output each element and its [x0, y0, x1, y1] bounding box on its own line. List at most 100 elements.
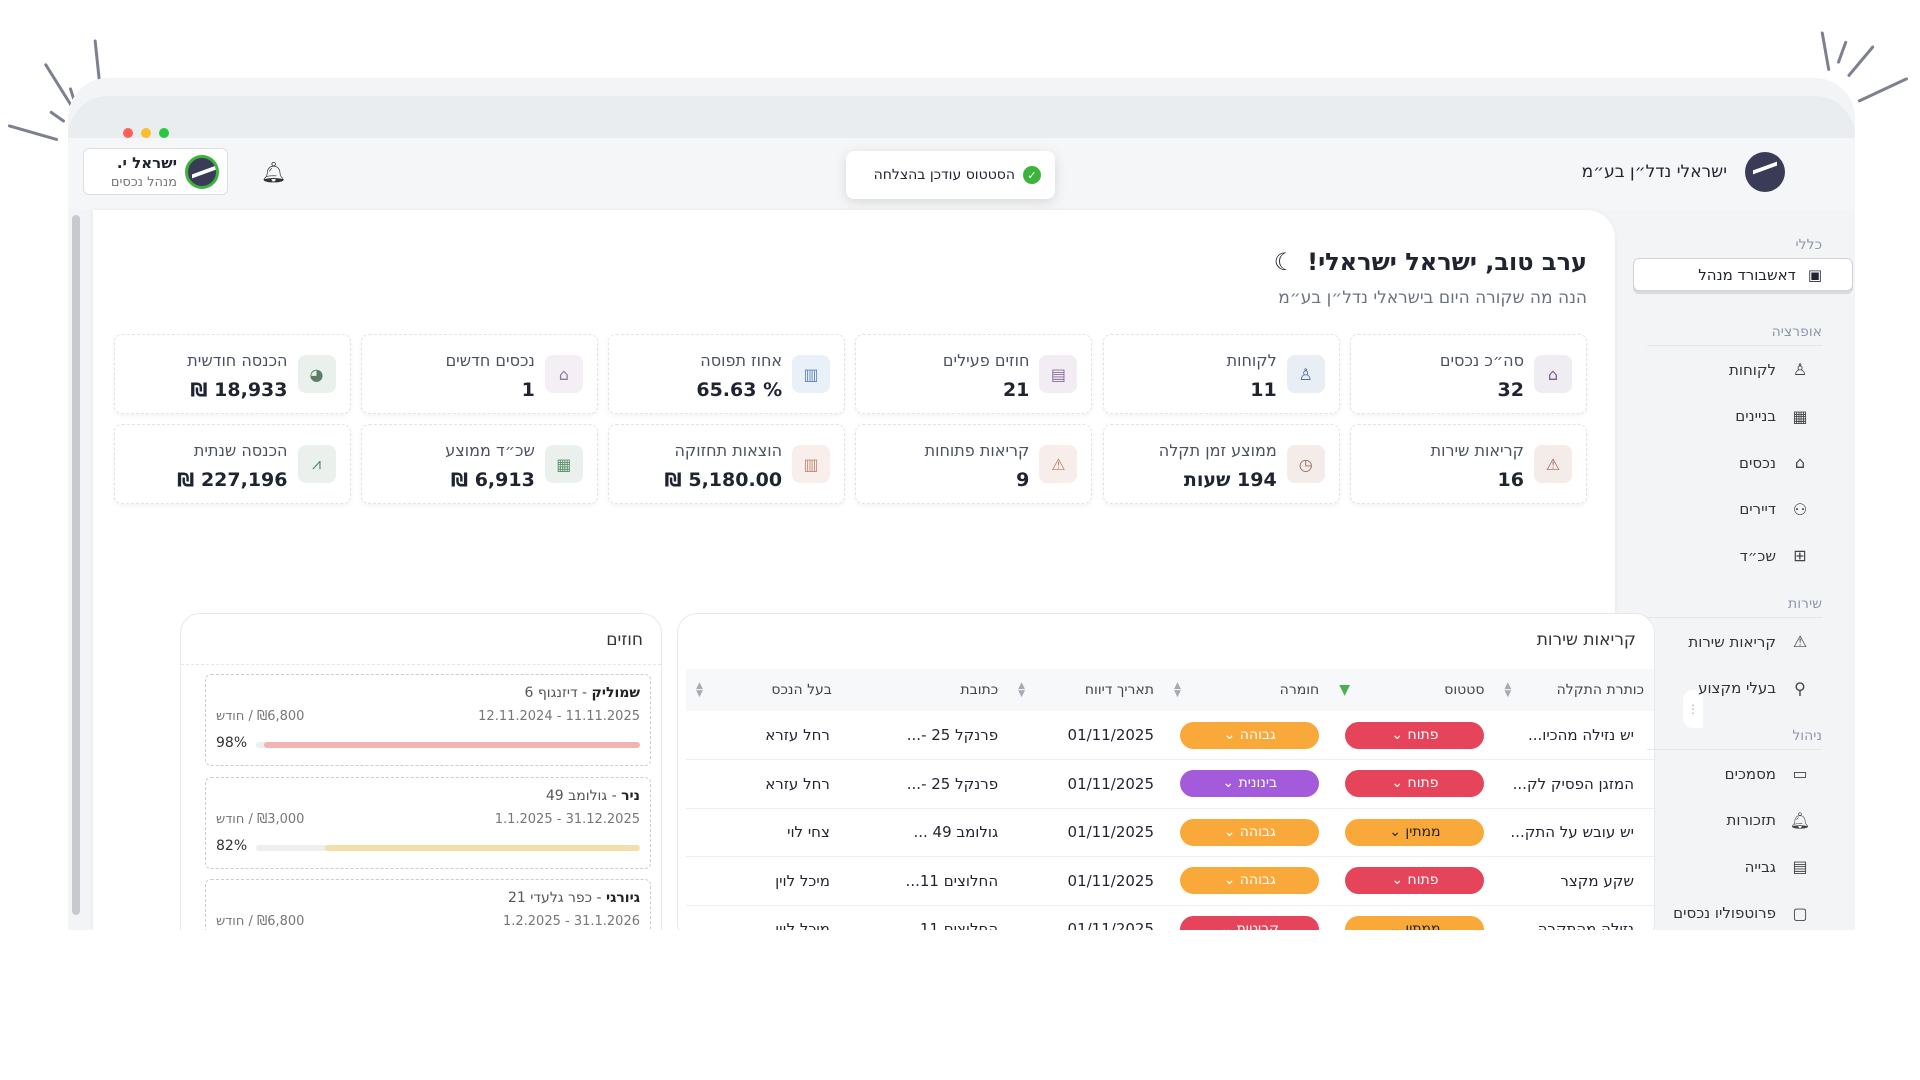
decoration-line	[49, 110, 66, 124]
severity-label: גבוהה	[1239, 726, 1276, 743]
chevron-down-icon: ⌄	[1220, 920, 1233, 930]
stat-label: נכסים חדשים	[445, 351, 535, 370]
call-title: נזילה מהתקרה	[1494, 905, 1654, 930]
contracts-title: חוזים	[606, 630, 643, 650]
user-avatar	[185, 154, 219, 189]
stat-card[interactable]: ▥ אחוז תפוסה % 65.63	[608, 334, 846, 414]
address: החלוצים 11...	[841, 856, 1009, 906]
contract-dates: 31.12.2025 - 1.1.2025	[494, 811, 640, 827]
scrollbar[interactable]	[72, 215, 80, 915]
stat-card[interactable]: ◷ ממוצע זמן תקלה 194 שעות	[1102, 424, 1340, 504]
address: פרנקל 25 -...	[841, 711, 1009, 760]
table-row[interactable]: נזילה מהתקרה ממתין ⌄ קריטית ⌄ 01/11/2025…	[686, 905, 1654, 930]
minimize-window-button[interactable]	[141, 128, 151, 138]
sidebar-item[interactable]: ⊞ שכ״ד	[1740, 546, 1810, 565]
contract-item[interactable]: שמוליק - דיזנגוף 6 11.11.2025 - 12.11.202…	[205, 674, 651, 766]
close-window-button[interactable]	[123, 128, 133, 138]
sidebar-item[interactable]: ▤ גבייה	[1745, 857, 1810, 876]
sidebar: כללי ▣ דאשבורד מנהל אופרציה ♙ לקוחות ▦ בניינים ⌂…	[1630, 210, 1855, 930]
user-name: ישראל י.	[116, 153, 177, 172]
pie-chart-icon: ◕	[297, 355, 336, 393]
stat-card[interactable]: ▦ שכ״ד ממוצע 6,913 ₪	[360, 424, 598, 504]
column-header[interactable]: כתובת	[841, 669, 1009, 711]
sidebar-item[interactable]: ⌂ נכסים	[1739, 453, 1810, 472]
sidebar-section-label: כללי	[1647, 237, 1822, 259]
sidebar-item[interactable]: ⚠ קריאות שירות	[1688, 632, 1810, 651]
bell-icon[interactable]: 🔔︎	[261, 160, 287, 184]
owner: רחל עזרא	[686, 711, 842, 760]
stat-card[interactable]: ▤ חוזים פעילים 21	[855, 334, 1093, 414]
table-row[interactable]: יש עובש על התק... ממתין ⌄ גבוהה ⌄ 01/11/…	[686, 808, 1654, 857]
page-title: ערב טוב, ישראל ישראלי! ☾	[1274, 248, 1587, 276]
dashboard-icon: ▣	[1807, 265, 1822, 284]
sidebar-item[interactable]: 🔔︎ תזכורות	[1727, 811, 1810, 830]
status-label: פתוח	[1407, 872, 1439, 889]
sidebar-item-label: שכ״ד	[1739, 546, 1776, 565]
stat-card[interactable]: ⌂ סה״כ נכסים 32	[1350, 334, 1587, 414]
severity-dropdown[interactable]: בינונית ⌄	[1180, 770, 1320, 798]
status-dropdown[interactable]: פתוח ⌄	[1345, 867, 1485, 895]
contract-rent: ₪6,800 / חודש	[216, 709, 305, 724]
contract-dates: 11.11.2025 - 12.11.2024	[478, 709, 640, 724]
stat-card[interactable]: ◕ הכנסה חודשית 18,933 ₪	[113, 334, 351, 414]
status-dropdown[interactable]: ממתין ⌄	[1345, 915, 1485, 930]
sidebar-collapse-handle[interactable]: ⋮	[1683, 690, 1703, 728]
progress-percent: 98%	[216, 735, 248, 751]
stat-card[interactable]: ▥ הוצאות תחזוקה 5,180.00 ₪	[608, 424, 846, 504]
user-menu[interactable]: ישראל י. מנהל נכסים	[83, 148, 228, 195]
sort-icon[interactable]: ▲ ▼	[696, 681, 703, 699]
buildings-icon: ▥	[792, 355, 831, 393]
severity-label: גבוהה	[1239, 872, 1276, 889]
company-name: ישראלי נדל״ן בע״מ	[1581, 162, 1727, 182]
status-dropdown[interactable]: פתוח ⌄	[1345, 721, 1485, 749]
sidebar-item-label: דיירים	[1739, 500, 1776, 518]
sidebar-item-dashboard[interactable]: ▣ דאשבורד מנהל	[1633, 258, 1853, 291]
sidebar-item[interactable]: ▦ בניינים	[1735, 407, 1810, 426]
maximize-window-button[interactable]	[159, 128, 169, 138]
house-plus-icon: ⌂	[544, 355, 583, 393]
severity-dropdown[interactable]: גבוהה ⌄	[1180, 867, 1320, 895]
sort-icon[interactable]: ▲ ▼	[1504, 681, 1512, 699]
severity-dropdown[interactable]: גבוהה ⌄	[1180, 818, 1320, 846]
decoration-line	[1820, 31, 1831, 72]
progress-percent: 82%	[216, 837, 248, 854]
contract-item[interactable]: גיורגי - כפר גלעדי 21 31.1.2026 - 1.2.202…	[205, 879, 651, 930]
clock-icon: ◷	[1286, 445, 1325, 483]
stat-card[interactable]: ⩘ הכנסה שנתית 227,196 ₪	[113, 424, 351, 504]
sidebar-item[interactable]: ▭ מסמכים	[1725, 764, 1810, 783]
severity-dropdown[interactable]: קריטית ⌄	[1180, 915, 1320, 930]
sidebar-item[interactable]: ▢ פרוטפוליו נכסים	[1673, 904, 1810, 923]
stat-card[interactable]: ♙ לקוחות 11	[1102, 334, 1340, 414]
sidebar-item[interactable]: ♙ לקוחות	[1729, 360, 1810, 379]
contract-item[interactable]: ניר - גולומב 49 31.12.2025 - 1.1.2025 ₪3,…	[205, 776, 651, 869]
contract-rent: ₪3,000 / חודש	[216, 811, 305, 827]
column-header[interactable]: תאריך דיווח ▲ ▼	[1008, 669, 1164, 711]
column-header[interactable]: חומרה ▲ ▼	[1164, 669, 1330, 711]
user-icon: ♙	[1792, 360, 1808, 379]
table-row[interactable]: המזגן הפסיק לק... פתוח ⌄ בינונית ⌄ 01/11…	[686, 759, 1654, 809]
toast-message: הסטטוס עודכן בהצלחה	[873, 167, 1015, 183]
brand[interactable]: ישראלי נדל״ן בע״מ	[1582, 152, 1785, 192]
sidebar-item[interactable]: ⚲ בעלי מקצוע	[1698, 679, 1810, 698]
sidebar-item[interactable]: ⚇ דיירים	[1739, 500, 1810, 519]
sort-icon[interactable]: ▲ ▼	[1018, 681, 1026, 699]
status-dropdown[interactable]: ממתין ⌄	[1345, 818, 1485, 846]
status-dropdown[interactable]: פתוח ⌄	[1345, 770, 1485, 798]
table-row[interactable]: שקע מקצר פתוח ⌄ גבוהה ⌄ 01/11/2025 החלוצ…	[686, 856, 1654, 906]
progress-fill	[263, 742, 640, 748]
stat-label: הכנסה חודשית	[187, 351, 288, 370]
column-header[interactable]: בעל הנכס ▲ ▼	[686, 669, 842, 711]
severity-dropdown[interactable]: גבוהה ⌄	[1180, 721, 1320, 749]
table-row[interactable]: יש נזילה מהכיו... פתוח ⌄ גבוהה ⌄ 01/11/2…	[686, 711, 1654, 760]
sort-icon[interactable]: ▲ ▼	[1174, 681, 1181, 699]
filter-icon[interactable]: ▼	[1339, 682, 1350, 698]
user-role: מנהל נכסים	[110, 174, 177, 190]
bar-chart-icon: ▥	[792, 445, 831, 483]
column-header[interactable]: כותרת התקלה ▲ ▼	[1494, 669, 1654, 711]
address: גולומב 49 ...	[841, 808, 1009, 857]
stat-card[interactable]: ⚠ קריאות פתוחות 9	[855, 424, 1093, 504]
column-header[interactable]: סטטוס ▼	[1329, 669, 1495, 711]
home-icon: ⌂	[1794, 453, 1806, 472]
stat-card[interactable]: ⚠ קריאות שירות 16	[1350, 424, 1587, 504]
stat-card[interactable]: ⌂ נכסים חדשים 1	[360, 334, 598, 414]
